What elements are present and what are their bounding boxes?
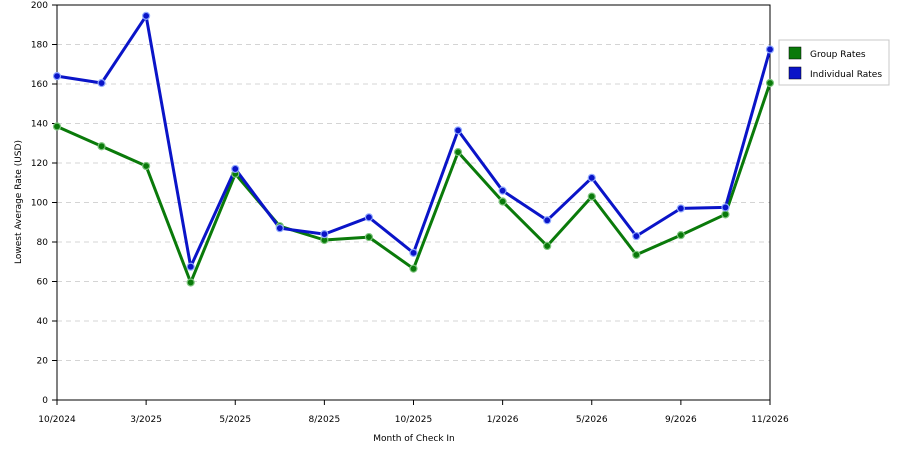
- data-point: [498, 186, 507, 195]
- y-tick-label: 80: [37, 238, 49, 248]
- legend-swatch-individual-rates: [788, 66, 802, 80]
- data-point: [587, 192, 596, 201]
- x-tick-label: 5/2026: [576, 415, 608, 425]
- x-tick-label: 10/2024: [38, 415, 76, 425]
- x-tick-label: 11/2026: [751, 415, 789, 425]
- y-tick-label: 200: [31, 1, 48, 11]
- x-tick-label: 5/2025: [219, 415, 251, 425]
- data-point: [142, 11, 151, 20]
- grid-lines: [57, 44, 770, 361]
- data-point: [275, 224, 284, 233]
- x-tick-label: 1/2026: [487, 415, 519, 425]
- data-point: [364, 232, 374, 242]
- series-layer: [52, 11, 775, 287]
- data-point: [587, 173, 596, 182]
- x-tick-label: 9/2026: [665, 415, 697, 425]
- data-point: [186, 262, 195, 271]
- legend-swatch-group-rates: [788, 46, 802, 60]
- y-tick-label: 180: [31, 41, 48, 51]
- data-point: [632, 231, 641, 241]
- data-point: [409, 248, 418, 257]
- data-point: [676, 204, 685, 213]
- legend-label-group-rates: Group Rates: [810, 50, 866, 60]
- y-tick-label: 0: [42, 396, 48, 406]
- data-point: [765, 78, 775, 88]
- data-point: [320, 230, 329, 239]
- data-point: [721, 203, 730, 212]
- y-tick-label: 40: [37, 317, 49, 327]
- data-point: [186, 278, 195, 287]
- legend: Group Rates Individual Rates: [778, 39, 890, 86]
- x-tick-label: 3/2025: [130, 415, 162, 425]
- data-point: [52, 122, 62, 131]
- y-axis: 0 20 40 60 80 100 120 140 160 180 200: [31, 1, 57, 406]
- y-tick-label: 120: [31, 159, 48, 169]
- data-point: [231, 164, 240, 174]
- data-point: [52, 71, 62, 81]
- x-tick-label: 10/2025: [395, 415, 432, 425]
- data-point: [543, 241, 552, 251]
- y-tick-label: 60: [37, 278, 49, 288]
- y-tick-label: 140: [31, 120, 48, 130]
- data-point: [97, 78, 106, 88]
- data-point: [453, 126, 463, 135]
- x-axis-title: Month of Check In: [373, 434, 455, 444]
- data-point: [765, 45, 775, 54]
- series-line: [56, 14, 772, 269]
- y-axis-title: Lowest Average Rate (USD): [14, 140, 24, 264]
- data-point: [409, 264, 418, 273]
- data-point: [453, 148, 463, 157]
- data-point: [676, 230, 685, 240]
- data-point: [632, 250, 641, 259]
- data-point: [543, 216, 552, 225]
- x-tick-label: 8/2025: [309, 415, 341, 425]
- data-point: [97, 142, 106, 151]
- legend-label-individual-rates: Individual Rates: [810, 70, 882, 80]
- data-point: [364, 213, 374, 222]
- y-tick-label: 20: [37, 357, 49, 367]
- x-axis: 10/2024 3/2025 5/2025 8/2025 10/2025 1/2026 5/…: [38, 400, 789, 425]
- y-tick-label: 160: [31, 80, 48, 90]
- data-point: [721, 210, 730, 219]
- y-tick-label: 100: [31, 199, 48, 209]
- data-point: [142, 161, 151, 171]
- data-point: [498, 197, 507, 206]
